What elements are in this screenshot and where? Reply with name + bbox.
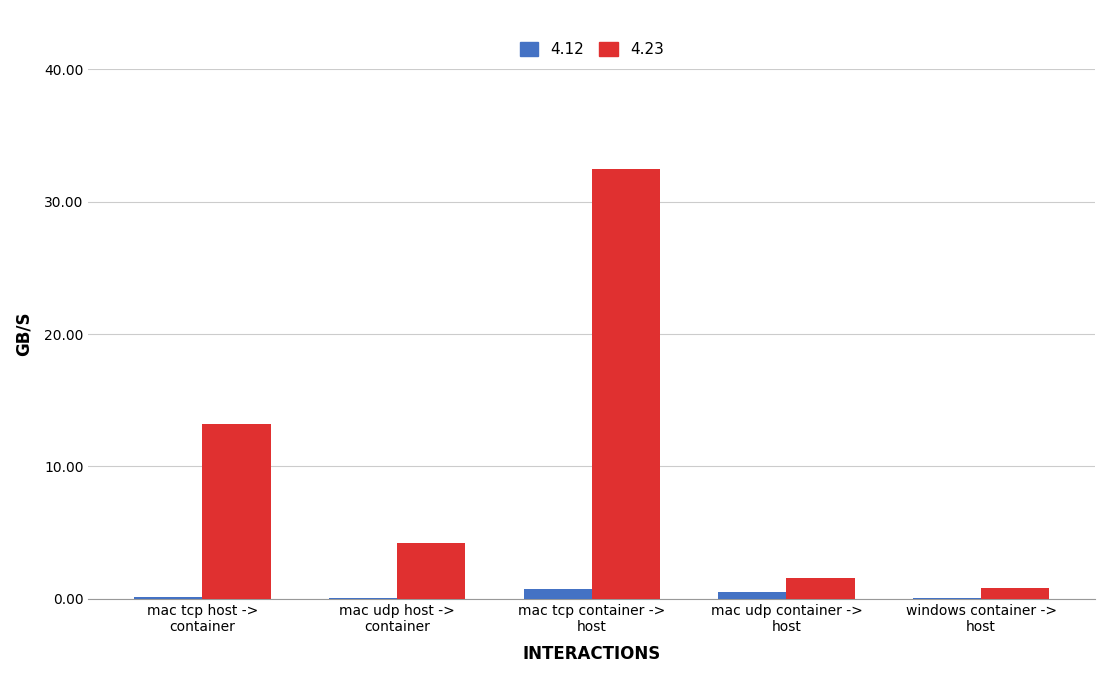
Bar bbox=[592, 169, 659, 599]
Legend: 4.12, 4.23: 4.12, 4.23 bbox=[512, 35, 672, 65]
Bar bbox=[524, 589, 592, 599]
Bar bbox=[912, 597, 981, 599]
Bar bbox=[134, 597, 202, 599]
Bar bbox=[718, 592, 786, 599]
Bar bbox=[981, 588, 1049, 599]
Bar bbox=[202, 424, 271, 599]
X-axis label: INTERACTIONS: INTERACTIONS bbox=[523, 645, 660, 663]
Y-axis label: GB/S: GB/S bbox=[16, 312, 33, 357]
Bar bbox=[329, 597, 397, 599]
Bar bbox=[397, 543, 465, 599]
Bar bbox=[786, 578, 855, 599]
